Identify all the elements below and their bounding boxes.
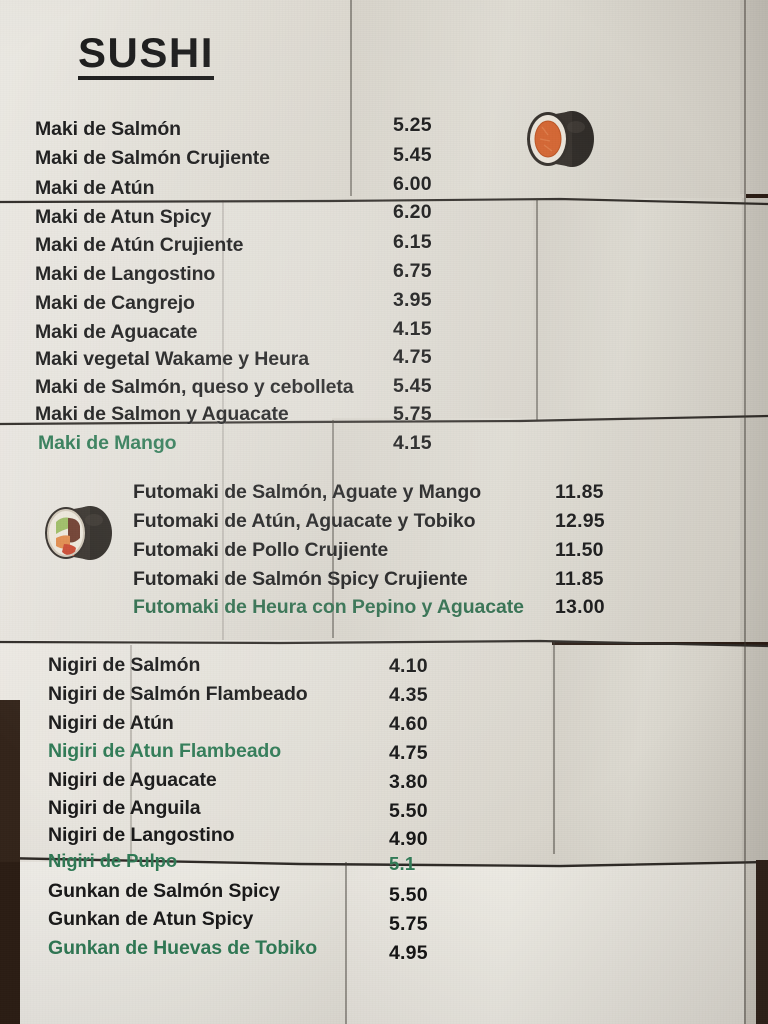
menu-item-name: Maki de Salmón Crujiente <box>35 147 270 169</box>
maki-roll-salmon-image <box>527 111 594 167</box>
menu-item-price: 4.75 <box>393 346 432 368</box>
menu-item-name: Maki de Aguacate <box>35 321 198 343</box>
menu-item-name: Maki de Atun Spicy <box>35 206 212 228</box>
menu-item-name: Nigiri de Salmón <box>48 654 201 676</box>
menu-item-name: Maki de Langostino <box>35 263 216 285</box>
menu-item-price: 6.20 <box>393 201 432 223</box>
menu-item-price: 4.15 <box>393 432 432 454</box>
paper-panel <box>740 0 768 194</box>
menu-item-name: Maki de Atún Crujiente <box>35 234 244 256</box>
menu-item-name: Maki de Salmón, queso y cebolleta <box>35 376 354 398</box>
menu-item-price: 3.95 <box>393 289 432 311</box>
paper-panel <box>0 0 356 206</box>
menu-item-price: 4.95 <box>389 942 428 964</box>
menu-item-name: Maki vegetal Wakame y Heura <box>35 348 310 370</box>
menu-item-price: 4.60 <box>389 713 428 735</box>
paper-panel <box>332 418 744 642</box>
menu-item-price: 6.75 <box>393 260 432 282</box>
background-edge <box>756 860 768 1024</box>
paper-panel <box>533 198 748 424</box>
menu-item-price: 4.35 <box>389 684 428 706</box>
paper-panel <box>742 198 768 424</box>
menu-item-price: 6.15 <box>393 231 432 253</box>
menu-item-name: Nigiri de Atun Flambeado <box>48 740 282 762</box>
menu-item-price: 11.85 <box>555 568 604 590</box>
menu-item-price: 5.45 <box>393 144 432 166</box>
paper-panel <box>0 200 536 422</box>
paper-panel <box>18 862 348 1024</box>
paper-panel <box>0 640 552 864</box>
menu-item-name: Nigiri de Salmón Flambeado <box>48 683 308 705</box>
menu-item-name: Maki de Mango <box>38 432 177 454</box>
menu-item-price: 11.85 <box>555 481 604 503</box>
paper-panel <box>345 864 747 1024</box>
menu-item-price: 4.90 <box>389 828 428 850</box>
menu-item-price: 5.75 <box>393 403 432 425</box>
menu-item-name: Gunkan de Salmón Spicy <box>48 880 280 902</box>
paper-panel <box>740 418 768 642</box>
menu-item-price: 4.75 <box>389 742 428 764</box>
menu-item-price: 5.25 <box>393 114 432 136</box>
paper-panel <box>742 645 768 864</box>
menu-item-price: 4.10 <box>389 655 428 677</box>
paper-panel <box>551 645 746 864</box>
menu-item-name: Futomaki de Salmón Spicy Crujiente <box>133 568 468 590</box>
menu-item-name: Futomaki de Salmón, Aguate y Mango <box>133 481 482 503</box>
menu-item-price: 5.1 <box>389 853 416 874</box>
menu-item-name: Nigiri de Atún <box>48 712 174 734</box>
menu-item-price: 6.00 <box>393 173 432 195</box>
menu-item-price: 5.45 <box>393 375 432 397</box>
menu-item-price: 5.75 <box>389 913 428 935</box>
menu-item-name: Maki de Salmón <box>35 118 181 140</box>
menu-item-name: Nigiri de Aguacate <box>48 769 217 791</box>
menu-item-name: Nigiri de Pulpo <box>48 850 178 871</box>
background-edge <box>0 862 20 1024</box>
paper-panel <box>350 0 746 200</box>
menu-item-name: Futomaki de Pollo Crujiente <box>133 539 389 561</box>
menu-item-price: 11.50 <box>555 539 604 561</box>
futomaki-roll-image <box>45 506 112 560</box>
menu-item-price: 4.15 <box>393 318 432 340</box>
menu-item-name: Gunkan de Huevas de Tobiko <box>48 937 318 959</box>
menu-item-name: Maki de Atún <box>35 177 155 199</box>
page-title: SUSHI <box>78 32 214 80</box>
menu-item-price: 13.00 <box>555 596 605 618</box>
menu-item-name: Futomaki de Atún, Aguacate y Tobiko <box>133 510 476 532</box>
menu-item-name: Futomaki de Heura con Pepino y Aguacate <box>133 596 524 618</box>
menu-item-price: 5.50 <box>389 884 428 906</box>
menu-item-name: Nigiri de Langostino <box>48 824 235 846</box>
menu-item-price: 3.80 <box>389 771 428 793</box>
menu-item-name: Maki de Cangrejo <box>35 292 195 314</box>
menu-item-price: 5.50 <box>389 800 428 822</box>
menu-item-name: Nigiri de Anguila <box>48 797 201 819</box>
menu-item-price: 12.95 <box>555 510 605 532</box>
menu-item-name: Gunkan de Atun Spicy <box>48 908 254 930</box>
menu-item-name: Maki de Salmon y Aguacate <box>35 403 289 425</box>
